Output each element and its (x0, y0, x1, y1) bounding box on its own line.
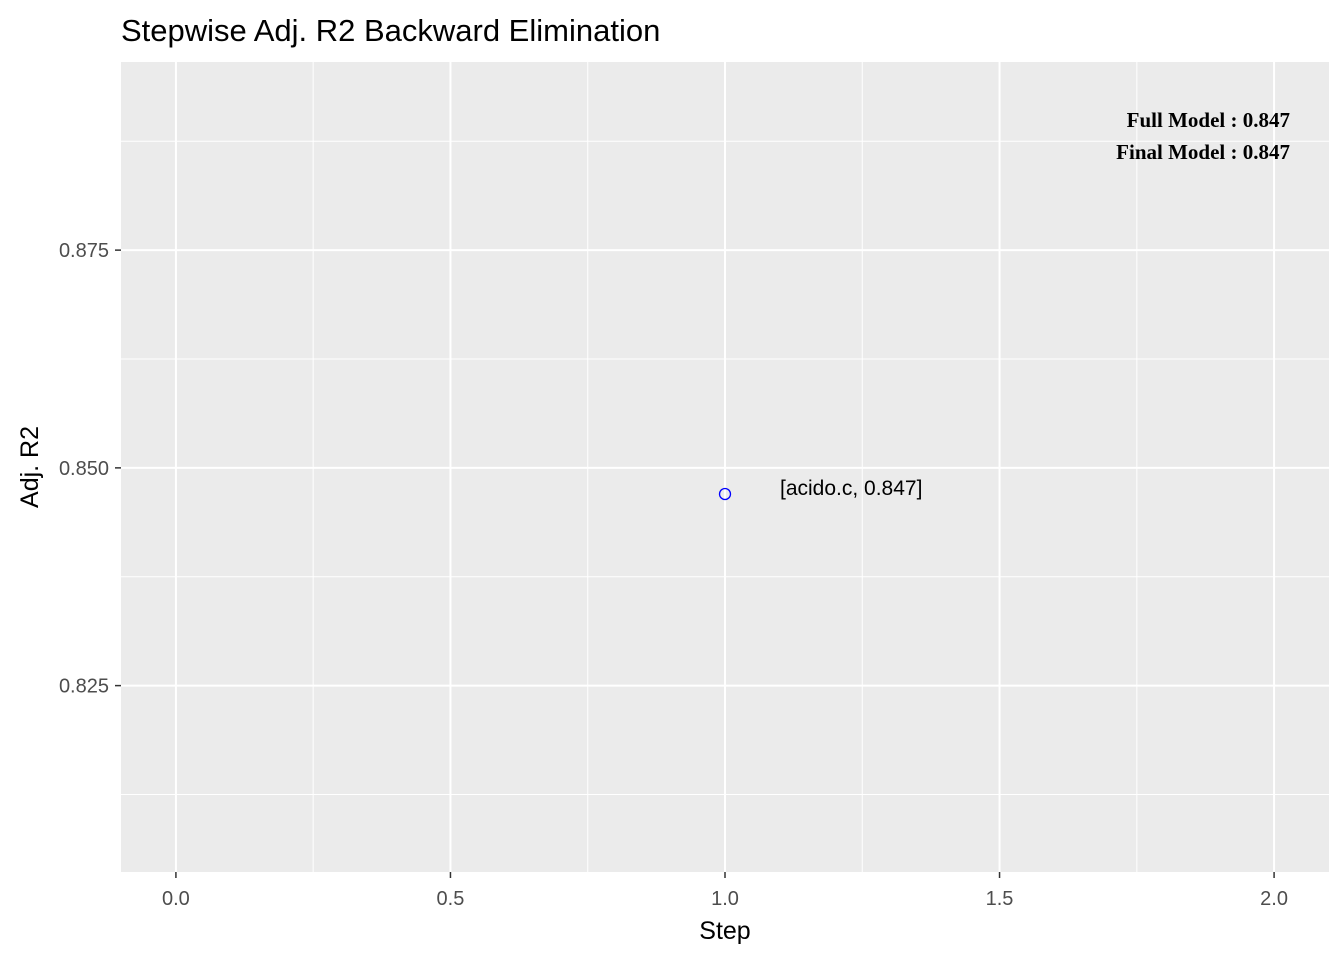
y-axis-title: Adj. R2 (16, 426, 44, 508)
x-tick-label: 1.0 (711, 888, 739, 910)
model-annotations: Full Model : 0.847 Final Model : 0.847 (1116, 108, 1290, 164)
x-axis: 0.0 0.5 1.0 1.5 2.0 (162, 872, 1288, 910)
model-annotation: Final Model : 0.847 (1116, 140, 1290, 164)
y-tick-label: 0.850 (59, 458, 109, 480)
y-tick-label: 0.825 (59, 676, 109, 698)
x-tick-label: 0.0 (162, 888, 190, 910)
x-tick-label: 1.5 (986, 888, 1014, 910)
model-annotation: Full Model : 0.847 (1127, 108, 1290, 132)
x-tick-label: 2.0 (1260, 888, 1288, 910)
x-axis-title: Step (699, 917, 750, 945)
data-points: [acido.c, 0.847] (718, 477, 922, 501)
y-tick-label: 0.875 (59, 240, 109, 262)
x-tick-label: 0.5 (437, 888, 465, 910)
y-axis: 0.825 0.850 0.875 (59, 240, 121, 698)
major-gridlines (121, 62, 1329, 872)
chart-title: Stepwise Adj. R2 Backward Elimination (121, 13, 660, 48)
data-point-label: [acido.c, 0.847] (780, 477, 922, 500)
data-point (718, 487, 732, 501)
